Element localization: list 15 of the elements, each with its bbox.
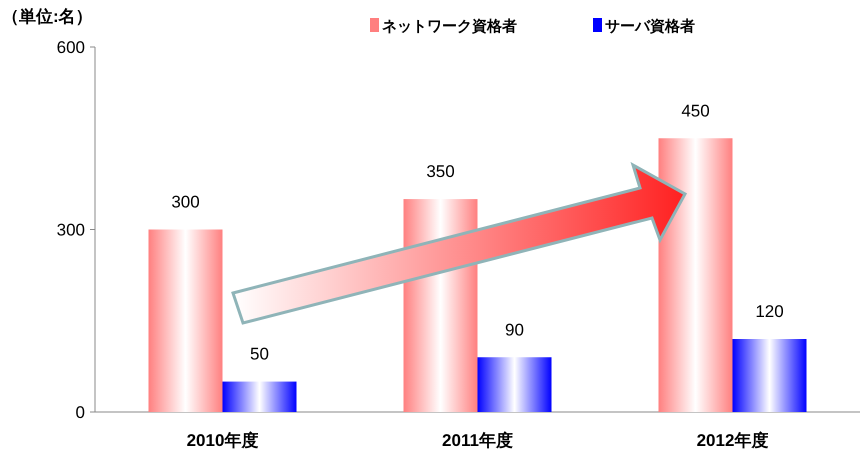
y-tick-label: 0 bbox=[76, 403, 85, 422]
data-label: 90 bbox=[505, 320, 524, 340]
y-tick-label: 300 bbox=[56, 220, 85, 240]
data-label: 450 bbox=[681, 101, 710, 120]
x-tick-label: 2011年度 bbox=[442, 431, 513, 450]
y-axis-title: （単位:名） bbox=[2, 7, 93, 26]
data-label: 300 bbox=[171, 192, 200, 212]
data-label: 350 bbox=[426, 162, 455, 182]
data-label: 120 bbox=[755, 302, 784, 321]
legend-label: サーバ資格者 bbox=[605, 18, 695, 35]
y-tick-label: 600 bbox=[56, 38, 85, 57]
data-label: 50 bbox=[250, 344, 269, 364]
x-tick-label: 2010年度 bbox=[186, 431, 258, 450]
x-tick-label: 2012年度 bbox=[696, 431, 768, 450]
legend-label: ネットワーク資格者 bbox=[382, 18, 517, 35]
